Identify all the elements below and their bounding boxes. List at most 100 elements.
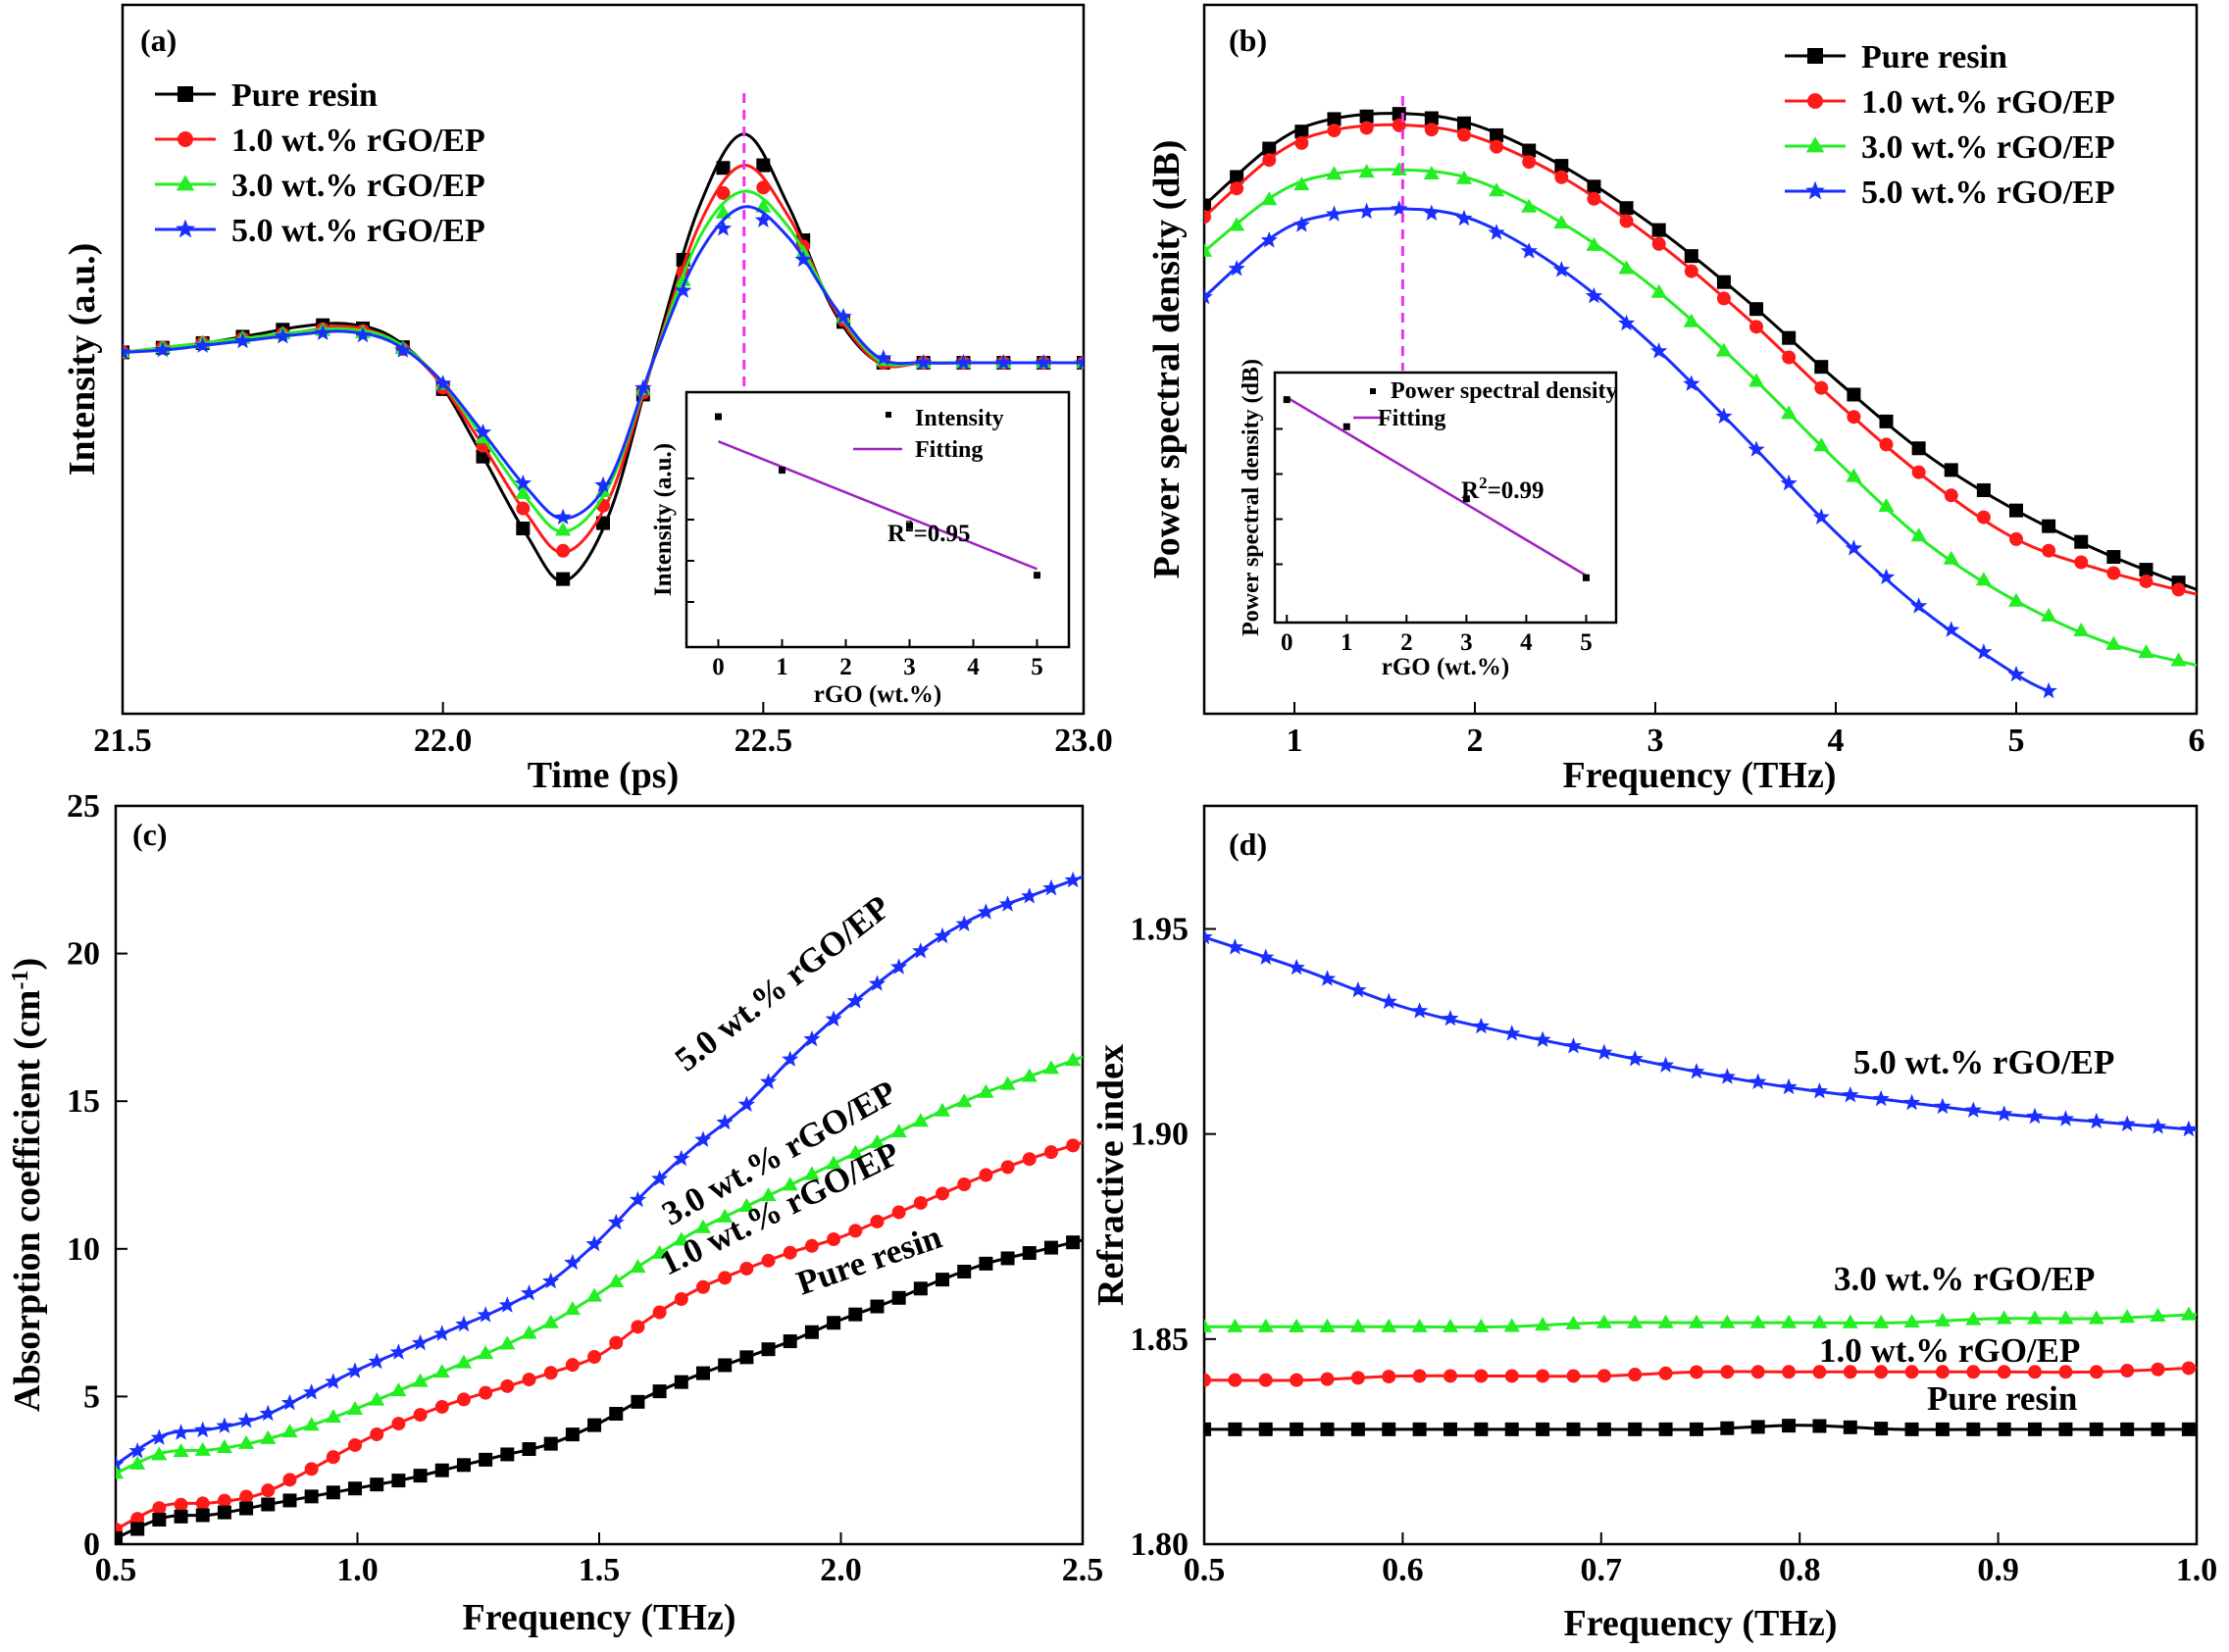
series-marker: [1226, 938, 1243, 955]
series-marker: [2089, 1365, 2103, 1379]
series-marker: [1964, 1101, 1982, 1118]
panel-c-ytick-label: 15: [67, 1083, 100, 1120]
series-marker: [520, 1284, 538, 1301]
series-marker: [1424, 111, 1439, 125]
series-marker: [370, 1427, 384, 1441]
series-marker: [1966, 1422, 1981, 1436]
panel-c-xlabel: Frequency (THz): [463, 1597, 736, 1638]
series-marker: [1325, 205, 1343, 222]
legend-marker: [176, 219, 195, 238]
series-marker: [2042, 519, 2056, 533]
legend-marker: [1807, 93, 1823, 109]
series-marker: [978, 1083, 994, 1098]
series-marker: [2009, 503, 2023, 518]
series-marker: [2058, 1422, 2073, 1436]
series-marker: [756, 158, 771, 173]
series-marker: [390, 1382, 407, 1397]
series-marker: [1749, 302, 1764, 317]
panel-a-inset-xtick-label: 5: [1031, 654, 1043, 680]
series-marker: [1943, 621, 1960, 637]
series-markers: [1204, 927, 2197, 1137]
series-marker: [2074, 555, 2089, 570]
series-marker: [564, 1301, 581, 1316]
series-marker: [631, 1320, 645, 1334]
panel-a-inset-xtick-label: 3: [903, 654, 916, 680]
series-marker: [1658, 1422, 1673, 1436]
series-marker: [260, 1429, 277, 1444]
series-marker: [2041, 607, 2057, 622]
series-marker: [1910, 527, 1927, 542]
panel-d-ylabel: Refractive index: [1090, 1044, 1132, 1306]
series-marker: [1294, 135, 1309, 150]
series-marker: [1262, 153, 1277, 168]
series-marker: [194, 336, 212, 353]
series-marker: [1780, 1077, 1798, 1095]
series-marker: [1349, 1318, 1366, 1332]
series-marker: [498, 1296, 516, 1313]
series-marker: [804, 1238, 819, 1253]
series-marker: [1586, 236, 1602, 251]
panel-d-label: (d): [1229, 826, 1267, 862]
series-marker: [875, 349, 892, 366]
series-marker: [1064, 871, 1082, 888]
series-marker: [739, 1350, 754, 1365]
series-marker: [1230, 170, 1244, 184]
panel-c-ytick-label: 25: [67, 788, 100, 825]
series-marker: [239, 1501, 254, 1516]
series-marker: [827, 1232, 841, 1247]
series-marker: [1684, 249, 1698, 264]
series-marker: [543, 1436, 558, 1451]
series-marker: [522, 1442, 536, 1457]
series-markers: [116, 1138, 1081, 1536]
series-marker: [1944, 463, 1958, 477]
series-marker: [891, 1290, 906, 1305]
legend-label: 3.0 wt.% rGO/EP: [1861, 129, 2115, 166]
series-marker: [1904, 1422, 1919, 1436]
panel-b-inset-point: [1462, 495, 1470, 503]
legend-label: Pure resin: [231, 77, 378, 114]
panel-d-ytick-label: 1.80: [1131, 1527, 1190, 1563]
series-marker: [1327, 124, 1342, 138]
series-marker: [1536, 1422, 1550, 1436]
panel-a-inset-r2-exp: 2: [905, 517, 914, 535]
series-marker: [194, 1441, 211, 1456]
series-marker: [314, 324, 331, 340]
series-marker: [2120, 1422, 2135, 1436]
legend-label: 1.0 wt.% rGO/EP: [1861, 84, 2115, 121]
series-marker: [1534, 1030, 1551, 1047]
series-marker: [1716, 291, 1731, 306]
series-marker: [280, 1393, 299, 1411]
series-marker: [2040, 681, 2057, 699]
series-markers: [1204, 107, 2186, 590]
series-marker: [216, 1417, 233, 1433]
series-marker: [1997, 1422, 2011, 1436]
panel-b-inset-xtick-label: 1: [1341, 629, 1353, 656]
series-marker: [1619, 214, 1634, 228]
series-marker: [955, 915, 973, 931]
series-marker: [607, 1213, 625, 1230]
series-marker: [326, 1450, 340, 1465]
series-marker: [2073, 623, 2090, 637]
series-marker: [1658, 1366, 1673, 1380]
series-marker: [346, 1400, 364, 1415]
series-marker: [1443, 1369, 1457, 1383]
series-marker: [756, 180, 771, 195]
series-marker: [673, 1231, 689, 1246]
series-markers: [116, 1235, 1081, 1544]
series-marker: [1650, 283, 1667, 298]
series-marker: [759, 1073, 778, 1089]
panel-a-inset-legend-marker: [886, 412, 891, 418]
series-marker: [500, 1447, 515, 1462]
series-marker: [1228, 260, 1245, 276]
series-marker: [1326, 166, 1342, 180]
series-marker: [1075, 353, 1084, 371]
panel-a-label: (a): [140, 23, 177, 58]
series-marker: [195, 1496, 210, 1511]
series-marker: [1261, 191, 1278, 206]
legend-marker: [176, 175, 195, 191]
series-marker: [326, 1485, 340, 1500]
series-marker: [1522, 143, 1537, 158]
series-marker: [479, 1452, 493, 1467]
panel-c-label: (c): [132, 817, 168, 852]
series-marker: [369, 1391, 385, 1406]
